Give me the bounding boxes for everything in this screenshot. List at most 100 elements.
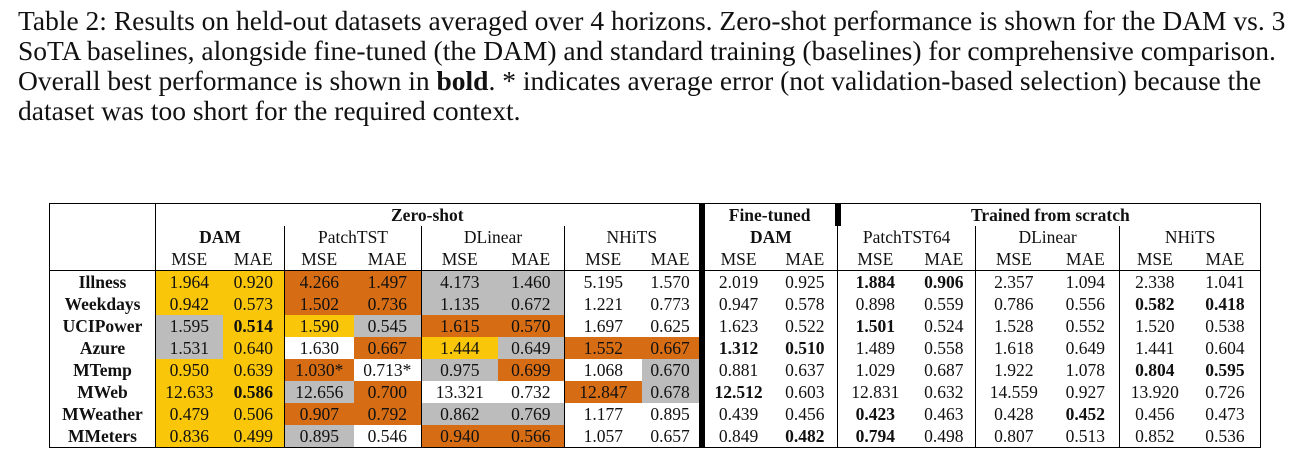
- value-cell: 1.501: [855, 316, 896, 336]
- value-cell: 0.639: [222, 359, 285, 381]
- corner-cell: [49, 203, 156, 226]
- model-header: DAM: [155, 226, 285, 248]
- metric-header: MAE: [912, 248, 977, 271]
- value-cell: 0.482: [772, 425, 839, 448]
- value-cell: 0.699: [497, 359, 565, 381]
- value-cell: 0.423: [855, 404, 896, 424]
- dataset-name: UCIPower: [49, 315, 156, 337]
- value-cell: 4.266: [284, 270, 354, 293]
- metric-header: MSE: [1119, 248, 1190, 271]
- value-cell: 12.633: [155, 381, 223, 403]
- value-cell: 1.057: [583, 426, 623, 446]
- group-trained-from-scratch: Trained from scratch: [971, 205, 1130, 225]
- value-cell: 0.713*: [353, 359, 422, 381]
- table-row: Illness 1.964 0.920 4.266 1.497 4.173 1.460 5.1…: [49, 270, 1261, 293]
- dataset-name: Illness: [49, 270, 156, 293]
- table-row: Azure 1.531 0.640 1.630 0.667 1.444 0.649 1.552…: [49, 337, 1261, 359]
- value-cell: 0.603: [772, 381, 839, 403]
- value-cell: 1.221: [583, 294, 623, 314]
- value-cell: 0.559: [912, 293, 977, 315]
- value-cell: 0.522: [772, 315, 839, 337]
- header-model-row: DAM PatchTST DLinear NHiTS DAM PatchTST6…: [49, 226, 1261, 248]
- value-cell: 1.312: [698, 337, 773, 359]
- value-cell: 1.595: [155, 315, 223, 337]
- value-cell: 1.964: [155, 270, 223, 293]
- value-cell: 1.618: [994, 338, 1034, 358]
- value-cell: 0.578: [772, 293, 839, 315]
- value-cell: 0.804: [1135, 360, 1175, 380]
- value-cell: 1.489: [855, 338, 896, 358]
- value-cell: 0.463: [912, 403, 977, 425]
- metric-header: MSE: [837, 248, 913, 271]
- value-cell: 0.640: [222, 337, 285, 359]
- header-group-row: Zero-shot Fine-tuned Trained from scratc…: [49, 203, 1261, 226]
- value-cell: 0.898: [855, 294, 896, 314]
- metric-header: MAE: [222, 248, 285, 271]
- value-cell: 0.510: [772, 337, 839, 359]
- value-cell: 1.697: [583, 316, 623, 336]
- model-header: PatchTST64: [837, 226, 977, 248]
- value-cell: 1.460: [497, 270, 565, 293]
- value-cell: 2.357: [994, 272, 1034, 292]
- value-cell: 0.906: [912, 270, 977, 293]
- value-cell: 0.558: [912, 337, 977, 359]
- value-cell: 0.807: [994, 426, 1034, 446]
- value-cell: 0.881: [698, 359, 773, 381]
- value-cell: 4.173: [421, 270, 498, 293]
- value-cell: 0.649: [497, 337, 565, 359]
- caption-text-pre: Table 2: Results on held-out datasets av…: [18, 5, 1286, 96]
- header-metric-row: MSE MAE MSE MAE MSE MAE MSE MAE MSE MAE MSE MAE MSE M…: [49, 248, 1261, 271]
- value-cell: 0.632: [912, 381, 977, 403]
- value-cell: 0.726: [1205, 382, 1245, 402]
- value-cell: 13.321: [435, 382, 484, 402]
- value-cell: 1.177: [583, 404, 623, 424]
- value-cell: 12.512: [698, 381, 773, 403]
- value-cell: 12.831: [851, 382, 900, 402]
- value-cell: 0.524: [912, 315, 977, 337]
- value-cell: 0.852: [1135, 426, 1175, 446]
- value-cell: 0.586: [222, 381, 285, 403]
- value-cell: 1.135: [421, 293, 498, 315]
- model-header: PatchTST: [284, 226, 422, 248]
- model-header: NHiTS: [1164, 227, 1216, 247]
- value-cell: 0.604: [1205, 338, 1245, 358]
- metric-header: MSE: [155, 248, 223, 271]
- value-cell: 0.667: [353, 337, 422, 359]
- value-cell: 0.736: [353, 293, 422, 315]
- value-cell: 5.195: [583, 272, 623, 292]
- caption-bold-word: bold: [436, 65, 489, 96]
- metric-header: MAE: [772, 248, 839, 271]
- value-cell: 14.559: [989, 382, 1038, 402]
- value-cell: 0.732: [497, 381, 565, 403]
- value-cell: 1.502: [284, 293, 354, 315]
- value-cell: 0.769: [497, 403, 565, 425]
- value-cell: 0.947: [698, 293, 773, 315]
- value-cell: 1.922: [994, 360, 1034, 380]
- value-cell: 0.895: [284, 425, 354, 448]
- value-cell: 0.895: [641, 403, 705, 425]
- model-header: DLinear: [975, 226, 1121, 248]
- value-cell: 13.920: [1130, 382, 1179, 402]
- value-cell: 0.498: [912, 425, 977, 448]
- value-cell: 0.657: [641, 425, 705, 448]
- value-cell: 1.441: [1135, 338, 1175, 358]
- value-cell: 0.687: [912, 359, 977, 381]
- value-cell: 0.773: [641, 293, 705, 315]
- value-cell: 1.531: [155, 337, 223, 359]
- value-cell: 2.019: [698, 270, 773, 293]
- value-cell: 0.456: [772, 403, 839, 425]
- value-cell: 0.794: [855, 426, 896, 446]
- dataset-name: MMeters: [49, 425, 156, 448]
- value-cell: 0.582: [1135, 294, 1175, 314]
- value-cell: 0.595: [1205, 360, 1245, 380]
- metric-header: MSE: [975, 248, 1052, 271]
- value-cell: 1.029: [855, 360, 896, 380]
- value-cell: 0.556: [1051, 293, 1121, 315]
- metric-header: MAE: [1189, 248, 1261, 271]
- value-cell: 1.630: [299, 338, 339, 358]
- model-header: DLinear: [421, 226, 565, 248]
- table-row: MMeters 0.836 0.499 0.895 0.546 0.940 0.566 1.0…: [49, 425, 1261, 448]
- value-cell: 0.418: [1205, 294, 1245, 314]
- value-cell: 1.068: [583, 360, 623, 380]
- table-caption: Table 2: Results on held-out datasets av…: [18, 6, 1302, 126]
